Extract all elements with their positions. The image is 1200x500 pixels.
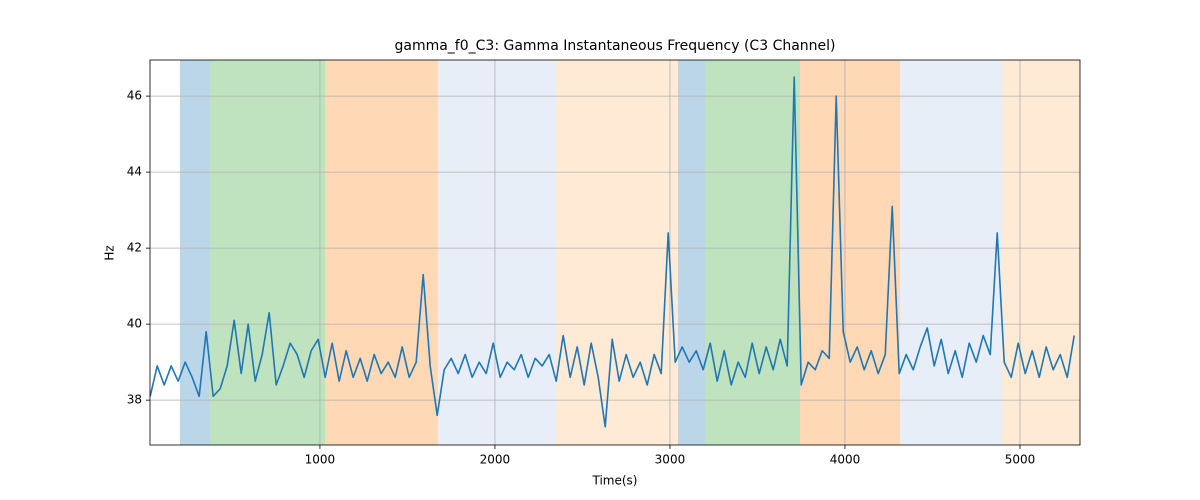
plot-frame	[149, 59, 1081, 446]
shaded-span	[1001, 60, 1080, 445]
y-axis-label: Hz	[103, 245, 117, 260]
shaded-span	[799, 60, 900, 445]
y-tick-label: 40	[127, 317, 142, 331]
x-axis-label: Time(s)	[592, 474, 638, 488]
x-tick-label: 5000	[1005, 453, 1036, 467]
x-tick-label: 1000	[305, 453, 336, 467]
x-tick-label: 2000	[480, 453, 511, 467]
shaded-span	[678, 60, 705, 445]
y-tick-label: 44	[127, 165, 142, 179]
shaded-span	[179, 60, 210, 445]
data-line	[149, 76, 1076, 428]
shaded-span	[437, 60, 557, 445]
y-tick-label: 46	[127, 89, 142, 103]
x-tick-label: 3000	[655, 453, 686, 467]
shaded-span	[704, 60, 800, 445]
y-tick-label: 42	[127, 241, 142, 255]
y-tick-label: 38	[127, 393, 142, 407]
shaded-span	[899, 60, 1002, 445]
shaded-span	[556, 60, 679, 445]
x-tick-label: 4000	[830, 453, 861, 467]
chart-title: gamma_f0_C3: Gamma Instantaneous Frequen…	[394, 38, 835, 54]
shaded-span	[325, 60, 438, 445]
shaded-span	[209, 60, 326, 445]
